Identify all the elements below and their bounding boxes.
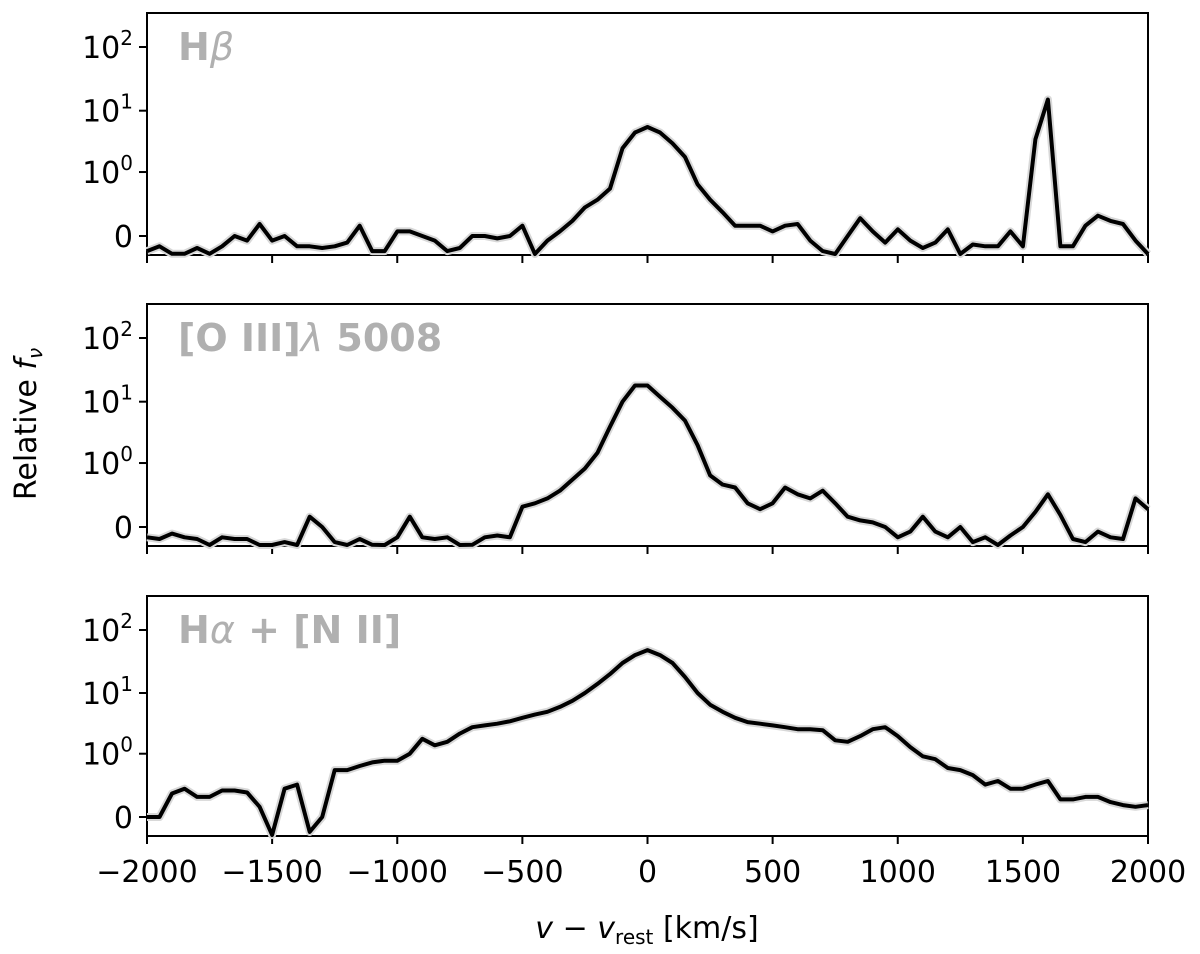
panel-2: 0 100 101 102 [O III]λ 5008	[82, 303, 1151, 554]
y-tick-label: 101	[82, 672, 133, 712]
x-tick-label: −500	[481, 855, 563, 890]
panel-label: Hα + [N II]	[178, 608, 401, 652]
uncertainty-band	[147, 646, 1149, 839]
uncertainty-band	[145, 95, 1151, 258]
spectrum-line	[146, 97, 1150, 256]
x-tick-label: 500	[744, 855, 801, 890]
x-tick-label: −1000	[347, 855, 448, 890]
y-tick-label: 100	[82, 151, 133, 191]
x-tick-label: 1000	[860, 855, 936, 890]
y-axis-label: Relative fν	[9, 348, 47, 500]
plot-frame	[146, 12, 1149, 256]
x-tick-label: −2000	[96, 855, 197, 890]
x-tick-label: 2000	[1110, 855, 1186, 890]
y-tick-label: 101	[82, 381, 133, 421]
y-tick-label: 100	[82, 733, 133, 773]
panel-1: 0 100 101 102 Hβ	[82, 12, 1151, 263]
x-axis-label: v − vrest [km/s]	[535, 911, 758, 949]
panel-label: Hβ	[178, 25, 234, 69]
y-tick-label: 102	[82, 609, 133, 649]
x-tick-label: 1500	[985, 855, 1061, 890]
y-tick-label: 100	[82, 442, 133, 482]
y-tick-label: 102	[82, 26, 133, 66]
y-tick-label: 0	[114, 511, 133, 546]
y-tick-label: 0	[114, 220, 133, 255]
y-tick-label: 102	[82, 317, 133, 357]
x-tick-label: 0	[638, 855, 657, 890]
panel-3: 0 100 101 102 Hα + [N II]	[82, 595, 1149, 844]
y-tick-label: 101	[82, 90, 133, 130]
spectrum-line	[147, 648, 1149, 837]
spectrum-line	[146, 383, 1150, 547]
y-tick-label: 0	[114, 801, 133, 836]
x-tick-label: −1500	[221, 855, 322, 890]
panel-label: [O III]λ 5008	[178, 316, 442, 360]
uncertainty-band	[146, 381, 1151, 549]
